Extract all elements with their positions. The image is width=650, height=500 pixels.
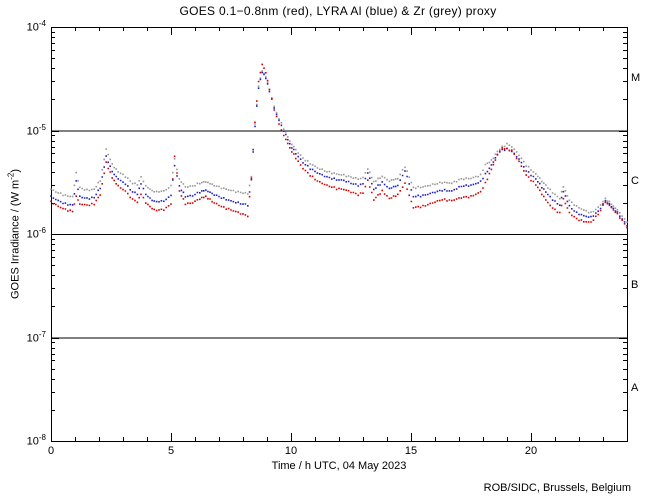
- series-dots-lyra-zr-proxy: [50, 70, 628, 223]
- flare-class-label-a: A: [631, 382, 639, 395]
- flare-class-label-c: C: [631, 175, 639, 188]
- credit-text: ROB/SIDC, Brussels, Belgium: [483, 482, 631, 494]
- y-tick-label: 10-7: [26, 329, 46, 345]
- x-tick-label: 10: [284, 445, 298, 457]
- y-tick-label: 10-6: [26, 226, 46, 241]
- series-dots-lyra-al-proxy: [50, 71, 628, 227]
- y-tick-label: 10-8: [26, 433, 46, 448]
- x-tick-label: 20: [524, 445, 538, 457]
- y-tick-label: 10-5: [26, 122, 46, 138]
- x-axis-label: Time / h UTC, 04 May 2023: [271, 460, 407, 472]
- y-tick-label: 10-4: [26, 19, 46, 34]
- series-dots-goes-0-1-0-8nm: [50, 63, 628, 229]
- x-tick-label: 15: [404, 445, 418, 457]
- flare-class-label-m: M: [631, 71, 641, 84]
- x-tick-label: 5: [167, 445, 175, 457]
- chart-title: GOES 0.1−0.8nm (red), LYRA Al (blue) & Z…: [179, 4, 497, 18]
- flare-class-label-b: B: [631, 278, 639, 291]
- x-tick-label: 0: [47, 445, 55, 457]
